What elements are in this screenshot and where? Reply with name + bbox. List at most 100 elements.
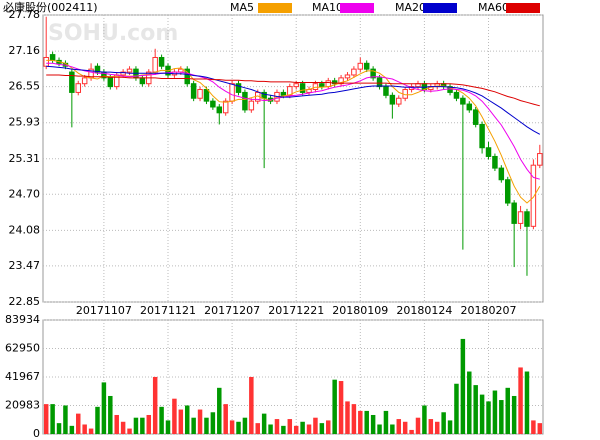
- x-tick-label: 20180207: [461, 304, 517, 317]
- candle-body: [344, 74, 351, 79]
- volume-bar: [364, 410, 369, 434]
- volume-bar: [43, 404, 49, 434]
- candle-body: [312, 83, 319, 91]
- candle-body: [466, 103, 473, 111]
- candle-body: [460, 97, 466, 105]
- volume-tick-label: 62950: [5, 342, 40, 355]
- candle-body: [389, 94, 396, 105]
- volume-bar: [434, 421, 440, 434]
- candle-body: [299, 83, 306, 93]
- x-tick-label: 20171221: [268, 304, 324, 317]
- volume-bar: [326, 420, 331, 434]
- candle-body: [293, 83, 299, 88]
- volume-bar: [499, 400, 504, 434]
- candle-body: [248, 100, 255, 111]
- volume-tick-label: 0: [33, 427, 40, 440]
- volume-bar: [140, 417, 145, 434]
- legend-swatch: [506, 3, 540, 13]
- chart-title: 必康股份(002411): [3, 0, 98, 14]
- x-tick-label: 20180109: [332, 304, 388, 317]
- volume-bar: [428, 419, 434, 434]
- volume-bar: [441, 412, 446, 434]
- volume-bar: [56, 423, 62, 434]
- legend-label: MA5: [230, 1, 254, 14]
- volume-bar: [268, 424, 273, 434]
- volume-bar: [486, 401, 491, 434]
- candle-body: [537, 153, 543, 166]
- candle-body: [69, 71, 75, 93]
- legend-label: MA20: [395, 1, 426, 14]
- volume-bar: [524, 371, 530, 434]
- candle-body: [498, 167, 505, 181]
- legend-label: MA10: [312, 1, 343, 14]
- volume-bar: [95, 406, 100, 434]
- candle-body: [120, 71, 126, 76]
- volume-bar: [229, 420, 235, 434]
- x-tick-label: 20171107: [76, 304, 132, 317]
- ma-line: [46, 65, 541, 135]
- volume-bar: [82, 424, 87, 434]
- candle-body: [75, 83, 81, 93]
- candle-body: [383, 86, 389, 96]
- candle-body: [370, 68, 376, 79]
- candle-body: [94, 65, 101, 73]
- volume-bar: [313, 417, 318, 434]
- volume-bar: [159, 406, 164, 434]
- volume-bar: [402, 421, 408, 434]
- volume-bar: [114, 414, 119, 434]
- volume-bar: [274, 419, 280, 434]
- volume-bar: [101, 382, 107, 434]
- volume-bar: [287, 419, 293, 434]
- volume-bar: [383, 410, 389, 434]
- candle-body: [511, 202, 517, 224]
- candle-body: [184, 68, 190, 85]
- x-tick-label: 20171121: [140, 304, 196, 317]
- volume-bar: [338, 381, 344, 434]
- volume-bar: [76, 413, 81, 434]
- volume-bar: [50, 404, 55, 434]
- volume-bar: [447, 420, 453, 434]
- candle-body: [139, 77, 146, 85]
- volume-bar: [133, 417, 139, 434]
- volume-bar: [236, 421, 241, 434]
- candle-body: [158, 56, 165, 67]
- volume-bar: [370, 414, 376, 434]
- volume-bar: [390, 424, 395, 434]
- volume-bar: [505, 387, 510, 434]
- candle-body: [43, 56, 49, 67]
- candle-body: [190, 83, 197, 99]
- y-tick-label: 25.31: [9, 152, 41, 165]
- y-tick-label: 23.47: [9, 259, 41, 272]
- candle-body: [351, 68, 357, 76]
- candle-body: [376, 77, 383, 88]
- volume-bar: [146, 414, 152, 434]
- volume-bar: [69, 425, 75, 434]
- candle-body: [396, 97, 402, 105]
- volume-bar: [518, 367, 523, 434]
- candle-body: [280, 91, 287, 96]
- watermark: SOHU.com: [48, 21, 178, 46]
- volume-tick-label: 41967: [5, 370, 40, 383]
- y-tick-label: 24.08: [9, 223, 41, 236]
- candle-body: [492, 155, 498, 169]
- volume-bar: [492, 390, 498, 434]
- ma-line: [46, 62, 540, 180]
- volume-bar: [223, 404, 228, 434]
- volume-bar: [210, 412, 216, 434]
- volume-bar: [306, 424, 312, 434]
- candle-body: [357, 62, 364, 70]
- volume-bar: [467, 371, 472, 434]
- volume-bar: [473, 385, 478, 434]
- volume-bar: [108, 395, 113, 434]
- candle-body: [216, 106, 223, 114]
- candle-body: [319, 83, 325, 88]
- y-tick-label: 25.93: [9, 116, 41, 129]
- volume-bar: [204, 417, 209, 434]
- volume-bar: [120, 421, 126, 434]
- candle-body: [453, 91, 460, 99]
- candle-body: [81, 77, 88, 85]
- volume-bar: [415, 417, 421, 434]
- volume-bar: [88, 428, 94, 434]
- volume-bar: [300, 421, 305, 434]
